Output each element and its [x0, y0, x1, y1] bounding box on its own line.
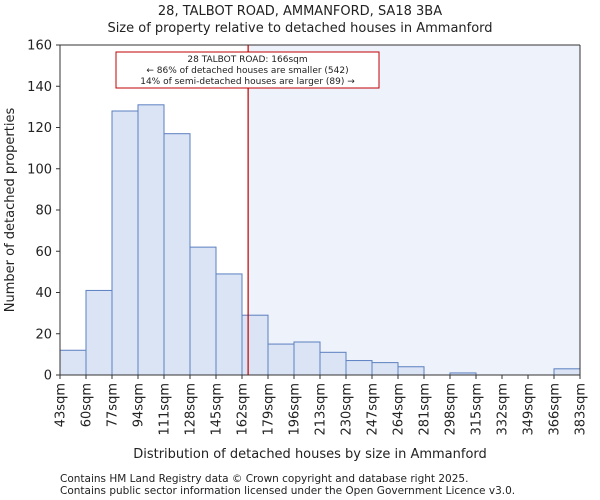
x-tick-label: 162sqm: [236, 383, 251, 436]
y-tick-label: 0: [44, 369, 52, 384]
x-tick-label: 111sqm: [158, 383, 173, 436]
bar: [397, 366, 425, 376]
bar: [293, 341, 321, 376]
x-axis-label: Distribution of detached houses by size …: [133, 447, 487, 462]
bar: [553, 368, 581, 376]
bar: [59, 349, 87, 376]
y-tick-label: 160: [27, 39, 52, 54]
x-tick-label: 196sqm: [288, 383, 303, 436]
x-tick-label: 94sqm: [132, 383, 147, 427]
bar: [371, 362, 399, 376]
bar: [345, 360, 373, 376]
x-tick-label: 179sqm: [262, 383, 277, 436]
annotation-line-3: 14% of semi-detached houses are larger (…: [140, 77, 355, 87]
x-tick-label: 315sqm: [470, 383, 485, 436]
bar: [241, 314, 269, 376]
footer-line-2: Contains public sector information licen…: [60, 485, 515, 497]
x-tick-label: 298sqm: [444, 383, 459, 436]
y-tick-label: 60: [35, 245, 52, 260]
y-axis-label: Number of detached properties: [3, 108, 18, 313]
x-tick-label: 145sqm: [210, 383, 225, 436]
x-tick-label: 332sqm: [496, 383, 511, 436]
annotation-box: 28 TALBOT ROAD: 166sqm ← 86% of detached…: [115, 51, 380, 89]
y-tick-label: 80: [35, 204, 52, 219]
bar: [267, 343, 295, 376]
y-tick-label: 100: [27, 162, 52, 177]
bar: [137, 104, 165, 376]
x-tick-label: 264sqm: [392, 383, 407, 436]
x-tick-label: 230sqm: [340, 383, 355, 436]
x-tick-label: 383sqm: [574, 383, 589, 436]
x-tick-label: 349sqm: [522, 383, 537, 436]
x-tick-label: 128sqm: [184, 383, 199, 436]
x-tick-label: 366sqm: [548, 383, 563, 436]
x-tick-label: 213sqm: [314, 383, 329, 436]
y-tick-label: 40: [35, 286, 52, 301]
footer-line-1: Contains HM Land Registry data © Crown c…: [60, 473, 468, 485]
annotation-line-2: ← 86% of detached houses are smaller (54…: [146, 66, 348, 76]
bar: [163, 133, 191, 376]
x-tick-label: 281sqm: [418, 383, 433, 436]
bar: [111, 110, 139, 376]
x-tick-label: 60sqm: [80, 383, 95, 427]
bar: [85, 289, 113, 376]
bar: [189, 246, 217, 376]
chart-subtitle: Size of property relative to detached ho…: [107, 21, 492, 36]
chart-title: 28, TALBOT ROAD, AMMANFORD, SA18 3BA: [158, 4, 442, 19]
y-tick-label: 120: [27, 121, 52, 136]
x-tick-label: 43sqm: [54, 383, 69, 427]
bar: [319, 351, 347, 376]
highlight-region: [248, 45, 580, 375]
bar: [215, 273, 243, 376]
y-tick-label: 140: [27, 80, 52, 95]
x-tick-label: 247sqm: [366, 383, 381, 436]
x-tick-label: 77sqm: [106, 383, 121, 427]
y-tick-label: 20: [35, 327, 52, 342]
annotation-line-1: 28 TALBOT ROAD: 166sqm: [187, 55, 307, 65]
